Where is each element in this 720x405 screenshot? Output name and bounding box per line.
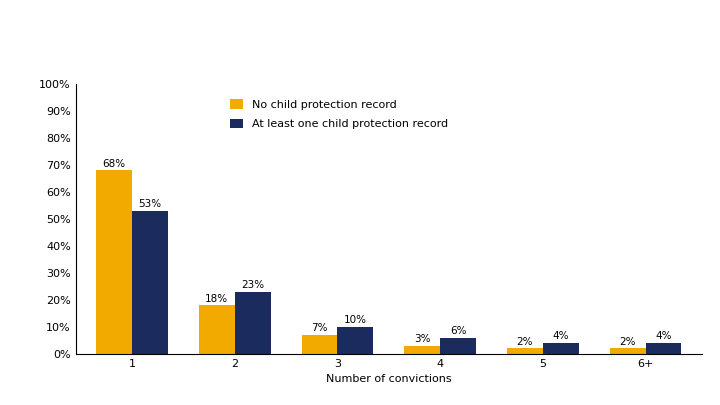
Circle shape (34, 19, 50, 32)
Bar (235, 292, 271, 354)
Circle shape (20, 28, 46, 49)
Circle shape (38, 3, 64, 23)
Text: 53%: 53% (138, 199, 161, 209)
Legend: No child protection record, At least one child protection record: No child protection record, At least one… (225, 95, 452, 134)
Circle shape (38, 28, 64, 49)
Bar (338, 327, 374, 354)
Text: 2%: 2% (619, 337, 636, 347)
Circle shape (20, 3, 46, 23)
Circle shape (47, 15, 73, 36)
Text: (ANZSOC Division 01 to 06): (ANZSOC Division 01 to 06) (112, 53, 389, 71)
Text: 3%: 3% (414, 334, 431, 344)
Bar (302, 335, 338, 354)
Bar (646, 343, 681, 354)
Bar (96, 171, 132, 354)
Bar (440, 338, 476, 354)
Circle shape (11, 15, 37, 36)
Text: 2%: 2% (517, 337, 533, 347)
Text: Northern
Territory
Government: Northern Territory Government (20, 49, 64, 70)
Text: 23%: 23% (241, 280, 264, 290)
X-axis label: Number of convictions: Number of convictions (326, 374, 451, 384)
Text: 7%: 7% (311, 323, 328, 333)
Bar (507, 348, 543, 354)
Text: 6%: 6% (450, 326, 467, 336)
Text: 18%: 18% (205, 294, 228, 304)
Bar (543, 343, 579, 354)
Bar (199, 305, 235, 354)
Text: 68%: 68% (102, 159, 126, 169)
Bar (404, 346, 440, 354)
Text: 4%: 4% (655, 331, 672, 341)
Text: 4%: 4% (552, 331, 569, 341)
Text: DEPARTMENT OF THE ATTORNEY-GENERAL AND JUSTICE: DEPARTMENT OF THE ATTORNEY-GENERAL AND J… (11, 382, 380, 395)
Bar (132, 211, 168, 354)
Text: 10%: 10% (344, 315, 367, 325)
Bar (610, 348, 646, 354)
Text: Proportion of Repeat Convictions: Violent Offences: Proportion of Repeat Convictions: Violen… (112, 19, 629, 37)
